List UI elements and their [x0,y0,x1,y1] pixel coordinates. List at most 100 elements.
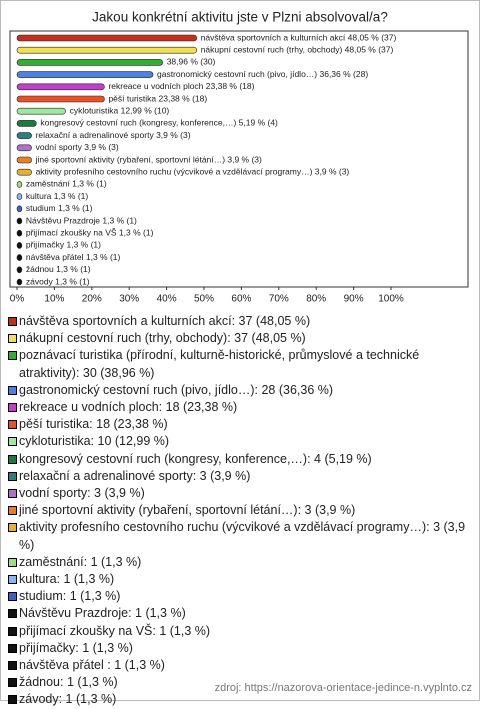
legend-item: přijímačky: 1 (1,3 %) [8,640,474,657]
legend-swatch [8,437,17,447]
bar [16,132,32,139]
x-tick-label: 10% [44,294,64,305]
bar-label: zaměstnání 1,3 % (1) [26,179,107,189]
legend-label: jiné sportovní aktivity (rybaření, sport… [19,503,356,518]
legend-label: aktivity profesního cestovního ruchu (vý… [19,520,466,552]
bar [16,71,154,78]
bar-label: pěší turistika 23,38 % (18) [108,93,207,103]
legend-label: nákupní cestovní ruch (trhy, obchody): 3… [19,331,306,346]
bar-label: přijímačky 1,3 % (1) [26,240,101,250]
x-tick-label: 0% [10,294,25,305]
bar [16,83,105,91]
x-tick-label: 60% [231,294,251,305]
legend: návštěva sportovních a kulturních akcí: … [8,313,474,709]
legend-swatch [8,489,17,499]
legend-label: žádnou: 1 (1,3 %) [19,675,118,690]
source: zdroj: https://nazorova-orientace-jedinc… [214,682,472,694]
legend-swatch [8,420,17,430]
bar [16,242,23,249]
legend-swatch [8,506,17,516]
legend-swatch [8,385,17,395]
chart-title: Jakou konkrétní aktivitu jste v Plzni ab… [92,10,388,25]
bar-label: žádnou 1,3 % (1) [26,264,91,274]
legend-label: studium: 1 (1,3 %) [19,589,121,604]
legend-swatch [8,626,17,636]
legend-label: návštěva sportovních a kulturních akcí: … [19,314,311,328]
legend-swatch [8,454,17,464]
legend-item: Návštěvu Prazdroje: 1 (1,3 %) [8,605,474,622]
legend-swatch [8,575,17,585]
x-tick-label: 70% [269,294,289,305]
legend-item: studium: 1 (1,3 %) [8,588,474,605]
bar [16,107,66,115]
legend-item: závody: 1 (1,3 %) [8,691,474,708]
bar [16,278,23,286]
legend-item: poznávací turistika (přírodní, kulturně-… [8,347,474,381]
legend-item: kultura: 1 (1,3 %) [8,571,474,588]
legend-swatch [8,317,17,326]
bar-label: cykloturistika 12,99 % (10) [70,105,170,115]
legend-label: přijímačky: 1 (1,3 %) [19,640,133,655]
bar-label: nákupní cestovní ruch (trhy, obchody) 48… [201,44,394,54]
legend-label: Návštěvu Prazdroje: 1 (1,3 %) [19,606,186,621]
legend-item: jiné sportovní aktivity (rybaření, sport… [8,502,474,519]
legend-swatch [8,403,17,413]
bar-label: studium 1,3 % (1) [26,203,93,213]
x-tick-label: 80% [306,294,326,305]
legend-label: rekreace u vodních ploch: 18 (23,38 %) [19,400,238,415]
bar [16,254,23,261]
legend-swatch [8,609,17,619]
legend-swatch [8,661,17,671]
legend-item: návštěva sportovních a kulturních akcí: … [8,313,474,330]
legend-label: vodní sporty: 3 (3,9 %) [19,486,145,501]
legend-item: pěší turistika: 18 (23,38 %) [8,416,474,433]
legend-label: kultura: 1 (1,3 %) [19,572,115,587]
legend-item: gastronomický cestovní ruch (pivo, jídlo… [8,382,474,399]
legend-item: žádnou: 1 (1,3 %) [8,674,474,691]
legend-label: přijímací zkoušky na VŠ: 1 (1,3 %) [19,623,211,638]
bar [16,193,23,200]
legend-swatch [8,334,17,344]
bar-label: 38,96 % (30) [167,57,216,67]
legend-label: poznávací turistika (přírodní, kulturně-… [19,348,420,380]
bar [16,46,198,54]
legend-swatch [8,695,17,705]
legend-swatch [8,351,17,361]
bar-label: Návštěvu Prazdroje 1,3 % (1) [26,215,137,225]
legend-item: vodní sporty: 3 (3,9 %) [8,485,474,502]
legend-swatch [8,678,17,688]
bar [16,34,198,42]
legend-label: závody: 1 (1,3 %) [19,692,117,707]
legend-swatch [8,592,17,602]
bar [16,229,23,237]
bar-label: přijímací zkoušky na VŠ 1,3 % (1) [26,227,154,237]
legend-label: pěší turistika: 18 (23,38 %) [19,417,168,432]
x-tick-label: 30% [119,294,139,305]
legend-item: cykloturistika: 10 (12,99 %) [8,433,474,450]
legend-item: aktivity profesního cestovního ruchu (vý… [8,519,474,553]
bar-label: aktivity profesního cestovního ruchu (vý… [36,166,350,176]
legend-label: relaxační a adrenalinové sporty: 3 (3,9 … [19,468,251,483]
legend-swatch [8,643,17,653]
legend-item: kongresový cestovní ruch (kongresy, konf… [8,451,474,468]
bar [16,156,32,164]
bar-label: vodní sporty 3,9 % (3) [36,142,119,152]
legend-swatch [8,523,17,533]
bar-label: jiné sportovní aktivity (rybaření, sport… [35,154,262,164]
legend-label: gastronomický cestovní ruch (pivo, jídlo… [19,382,334,397]
legend-label: kongresový cestovní ruch (kongresy, konf… [19,451,372,466]
legend-item: nákupní cestovní ruch (trhy, obchody): 3… [8,330,474,347]
bar-label: kultura 1,3 % (1) [26,191,89,201]
bar-label: rekreace u vodních ploch 23,38 % (18) [108,81,254,91]
legend-label: zaměstnání: 1 (1,3 %) [19,554,142,569]
legend-label: návštěva přátel : 1 (1,3 %) [19,658,165,673]
legend-swatch [8,471,17,481]
legend-label: cykloturistika: 10 (12,99 %) [19,434,170,449]
bar [16,168,32,176]
plot-frame [9,30,469,288]
bar [16,144,32,152]
bar-label: návštěva přátel 1,3 % (1) [26,252,121,262]
bar-label: návštěva sportovních a kulturních akcí 4… [201,32,397,42]
x-tick-label: 20% [82,294,102,305]
